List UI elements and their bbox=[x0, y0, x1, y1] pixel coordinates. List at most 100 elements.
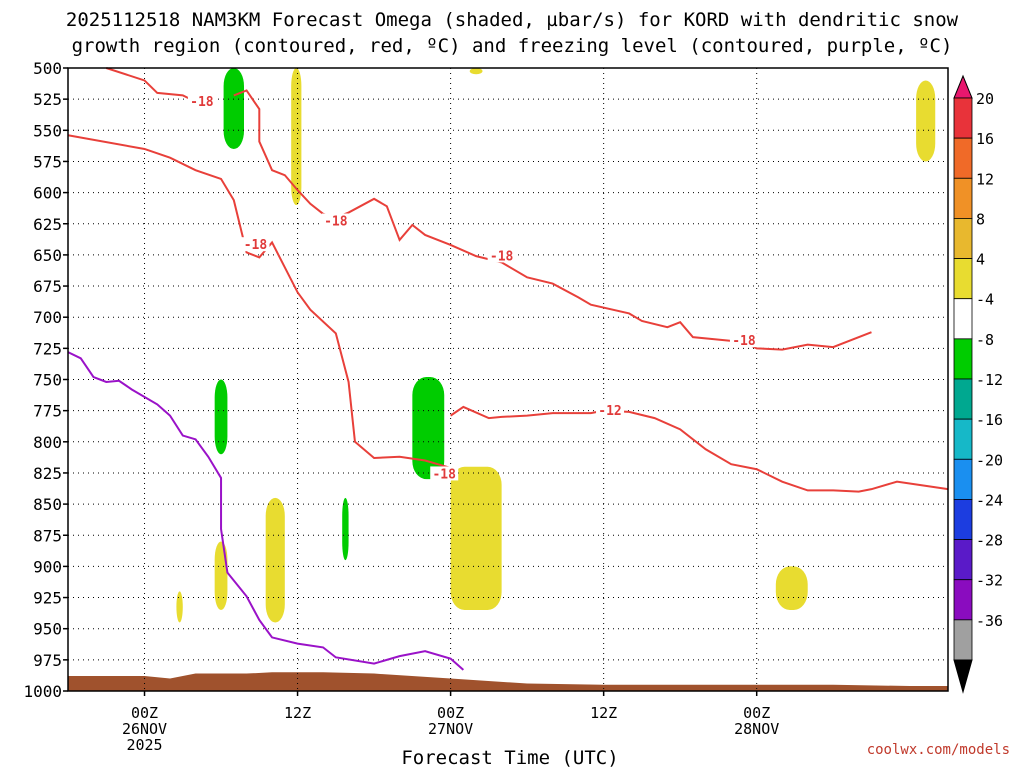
colorbar-segment bbox=[953, 458, 973, 500]
contour-label: -18 bbox=[241, 237, 270, 253]
colorbar-label: 8 bbox=[976, 210, 985, 228]
contour-label: -18 bbox=[321, 213, 350, 230]
contour-label-text: -18 bbox=[732, 334, 756, 349]
y-tick-label: 900 bbox=[33, 557, 62, 576]
contour-label: -18 bbox=[487, 248, 516, 264]
y-tick-label: 525 bbox=[33, 90, 62, 109]
contour-label-text: -18 bbox=[432, 467, 456, 482]
x-tick-label: 00Z bbox=[131, 704, 158, 722]
colorbar-segment bbox=[953, 619, 973, 661]
colorbar-label: -16 bbox=[976, 411, 1003, 429]
y-tick-label: 800 bbox=[33, 433, 62, 452]
colorbar-label: -36 bbox=[976, 612, 1003, 630]
colorbar-segment bbox=[953, 177, 973, 219]
dgz-contour-line bbox=[105, 67, 196, 103]
omega-shaded-region bbox=[469, 68, 483, 75]
colorbar-label: 12 bbox=[976, 170, 994, 188]
colorbar-label: 4 bbox=[976, 251, 985, 269]
colorbar-bottom-arrow bbox=[953, 659, 973, 694]
contour-label-bg bbox=[321, 213, 350, 228]
colorbar-segment bbox=[953, 97, 973, 139]
x-tick-label: 00Z bbox=[743, 704, 770, 722]
omega-shaded-region bbox=[214, 541, 228, 611]
colorbar-segment bbox=[953, 338, 973, 380]
colorbar-label: -20 bbox=[976, 451, 1003, 469]
colorbar-label: 20 bbox=[976, 90, 994, 108]
x-axis-label: Forecast Time (UTC) bbox=[401, 747, 618, 768]
colorbar-segment bbox=[953, 137, 973, 179]
y-tick-label: 850 bbox=[33, 495, 62, 514]
credit-text: coolwx.com/models bbox=[867, 742, 1010, 758]
colorbar-segment bbox=[953, 579, 973, 621]
colorbar: 20 16 12 8 4 -4 -8 -12 -16 -20 -24 -28 -32 -36 bbox=[953, 74, 1003, 694]
contour-label-bg bbox=[596, 402, 625, 417]
omega-shaded-region bbox=[223, 68, 244, 149]
contour-label: -18 bbox=[729, 333, 758, 349]
omega-shaded-region bbox=[412, 377, 445, 480]
omega-shaded-region bbox=[916, 80, 936, 162]
x-tick-label: 12Z bbox=[284, 704, 311, 722]
contour-label: -12 bbox=[596, 402, 625, 419]
y-tick-label: 625 bbox=[33, 215, 62, 234]
contour-label-bg bbox=[187, 93, 216, 108]
y-tick-label: 650 bbox=[33, 246, 62, 265]
colorbar-label: -24 bbox=[976, 491, 1003, 509]
colorbar-segment bbox=[953, 539, 973, 581]
plot-area: -18 -18 -18 -18 -18 -18 -12 bbox=[67, 67, 949, 692]
omega-shaded-region bbox=[342, 497, 349, 561]
chart-title-line1: 2025112518 NAM3KM Forecast Omega (shaded… bbox=[66, 9, 959, 31]
y-tick-label: 925 bbox=[33, 589, 62, 608]
y-tick-label: 1000 bbox=[23, 682, 62, 701]
dgz-contour-line bbox=[450, 405, 949, 493]
contour-label-bg bbox=[430, 466, 459, 481]
contour-label-text: -18 bbox=[244, 238, 268, 253]
chart-title-line2: growth region (contoured, red, ºC) and f… bbox=[72, 35, 953, 57]
y-tick-label: 550 bbox=[33, 121, 62, 140]
contour-label-bg bbox=[241, 237, 270, 252]
omega-shaded-region bbox=[291, 68, 302, 206]
y-tick-label: 500 bbox=[33, 59, 62, 78]
colorbar-label: 16 bbox=[976, 130, 994, 148]
freezing-level-line bbox=[67, 351, 465, 671]
colorbar-segment bbox=[953, 418, 973, 460]
y-tick-label: 950 bbox=[33, 620, 62, 639]
y-tick-label: 600 bbox=[33, 184, 62, 203]
y-tick-label: 700 bbox=[33, 308, 62, 327]
omega-shaded-region bbox=[214, 379, 228, 455]
contour-label: -18 bbox=[187, 93, 216, 110]
colorbar-label: -28 bbox=[976, 532, 1003, 550]
y-tick-label: 725 bbox=[33, 339, 62, 358]
contour-label: -18 bbox=[430, 466, 459, 482]
y-tick-label: 975 bbox=[33, 651, 62, 670]
contour-label-text: -12 bbox=[598, 404, 621, 419]
x-tick-label: 00Z bbox=[437, 704, 464, 722]
y-tick-label: 675 bbox=[33, 277, 62, 296]
x-tick-label: 28NOV bbox=[734, 720, 779, 738]
omega-shaded-region bbox=[450, 466, 502, 611]
colorbar-label: -12 bbox=[976, 371, 1003, 389]
contour-label-bg bbox=[487, 248, 516, 263]
x-tick-label: 26NOV bbox=[122, 720, 167, 738]
y-tick-label: 875 bbox=[33, 526, 62, 545]
dgz-contour-line bbox=[233, 89, 872, 351]
colorbar-segment bbox=[953, 218, 973, 259]
colorbar-label: -32 bbox=[976, 572, 1003, 590]
colorbar-segment bbox=[953, 258, 973, 300]
omega-shaded-region bbox=[265, 497, 285, 623]
colorbar-segment bbox=[953, 378, 973, 420]
omega-shaded-region bbox=[775, 566, 808, 611]
contour-label-text: -18 bbox=[324, 215, 348, 230]
x-tick-label: 12Z bbox=[590, 704, 617, 722]
terrain-fill bbox=[68, 672, 948, 691]
colorbar-label: -8 bbox=[976, 331, 994, 349]
dgz-contour-line bbox=[67, 134, 451, 469]
y-tick-label: 775 bbox=[33, 402, 62, 421]
y-tick-label: 575 bbox=[33, 152, 62, 171]
y-axis: 500 525 550 575 600 625 650 675 700 725 750 775 800 8… bbox=[23, 59, 68, 701]
colorbar-segment bbox=[953, 298, 973, 340]
contour-label-text: -18 bbox=[490, 249, 514, 264]
colorbar-label: -4 bbox=[976, 291, 994, 309]
x-tick-label: 2025 bbox=[126, 736, 162, 754]
